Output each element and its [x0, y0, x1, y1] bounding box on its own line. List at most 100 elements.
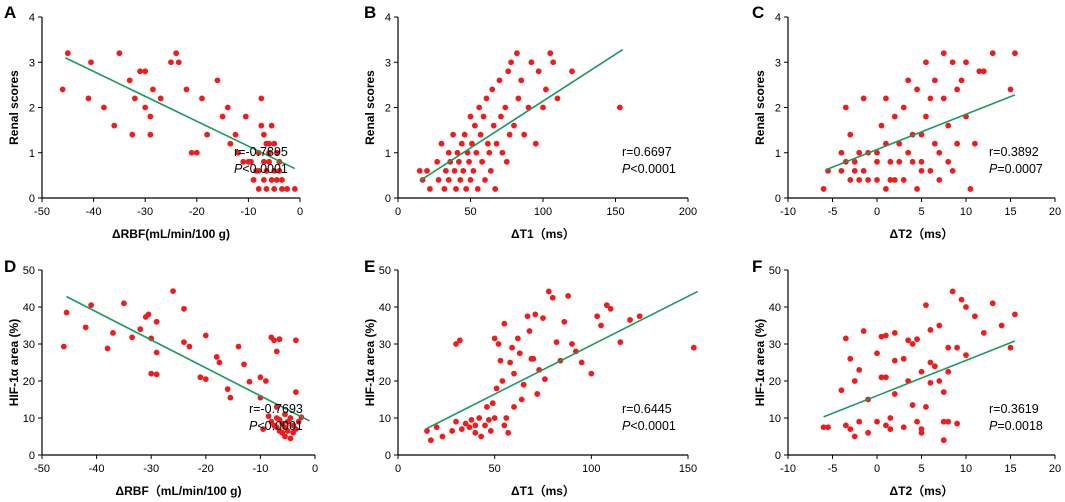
data-point [847, 355, 854, 362]
data-point [860, 167, 867, 174]
y-axis-title: HIF-1α area (%) [753, 319, 767, 406]
data-point [927, 379, 934, 386]
y-tick-label: 0 [385, 450, 391, 462]
data-point [914, 418, 920, 425]
y-tick-label: 1 [775, 148, 781, 160]
data-point [569, 341, 575, 347]
data-point [508, 59, 514, 66]
data-point [954, 140, 960, 147]
data-point [887, 426, 894, 432]
data-point [940, 50, 947, 57]
data-point [914, 186, 920, 192]
data-point [427, 437, 434, 444]
data-point [463, 186, 470, 192]
data-point [255, 186, 262, 192]
data-point [865, 177, 871, 183]
data-point [502, 104, 509, 111]
x-tick-label: -30 [143, 463, 159, 475]
data-point [550, 59, 557, 66]
r-value: r=0.6697 [622, 145, 672, 159]
data-point [441, 186, 448, 192]
p-value-number: <0.0001 [257, 419, 303, 433]
data-point [110, 330, 116, 336]
x-tick-label: 10 [960, 463, 972, 475]
p-label: P [989, 419, 998, 433]
data-point [878, 122, 885, 129]
data-point [193, 149, 200, 156]
data-point [588, 370, 595, 377]
x-tick-label: 20 [1049, 463, 1061, 475]
data-point [279, 177, 285, 183]
data-point [273, 149, 280, 156]
data-point [424, 428, 430, 434]
data-point [954, 344, 960, 351]
x-axis-title: ΔT1（ms） [511, 226, 575, 241]
x-tick-label: 50 [489, 463, 501, 475]
data-point [521, 131, 528, 138]
x-tick-label: 150 [679, 463, 697, 475]
data-point [59, 86, 66, 93]
data-point [507, 359, 514, 366]
p-value: P<0.0001 [234, 162, 288, 176]
x-tick-label: -5 [828, 206, 838, 218]
data-point [213, 354, 220, 360]
data-point [900, 355, 907, 362]
data-point [569, 68, 575, 75]
data-point [150, 86, 156, 93]
regression-line [823, 340, 1016, 418]
x-tick-label: -5 [828, 463, 838, 475]
x-tick-label: 0 [395, 206, 401, 218]
data-point [472, 429, 479, 436]
data-point [461, 131, 468, 138]
x-tick-label: 15 [1004, 206, 1016, 218]
data-point [526, 328, 533, 334]
p-value-number: <0.0001 [242, 162, 288, 176]
data-point [258, 122, 265, 129]
data-point [976, 68, 983, 75]
data-point [453, 186, 459, 192]
panel-letter: A [4, 3, 16, 22]
data-point [963, 304, 969, 310]
data-point [949, 167, 956, 174]
data-point [477, 131, 484, 138]
x-tick-label: 0 [874, 206, 880, 218]
data-point [147, 113, 154, 120]
data-point [88, 302, 95, 309]
data-point [887, 415, 894, 421]
data-point [540, 104, 546, 111]
panel-letter: C [752, 3, 764, 22]
data-point [503, 415, 510, 421]
x-axis-title: ΔT2（ms） [890, 483, 954, 498]
r-value: r=0.3619 [989, 402, 1039, 416]
data-point [878, 333, 885, 340]
data-point [147, 131, 154, 138]
x-tick-label: 0 [312, 463, 318, 475]
y-tick-label: 0 [775, 193, 781, 205]
data-point [183, 86, 190, 93]
y-tick-label: 2 [385, 103, 391, 115]
data-point [487, 428, 494, 434]
data-point [505, 68, 512, 75]
data-point [435, 177, 442, 183]
y-tick-label: 4 [29, 12, 35, 24]
data-point [476, 104, 483, 111]
x-tick-label: -10 [780, 463, 796, 475]
data-point [266, 149, 272, 156]
data-point [980, 68, 987, 75]
scatter-panel-a: A -50 -40 -30 -20 -10 0 0 1 2 3 4 ΔRBF(mL/min/100 g)… [4, 3, 303, 241]
data-point [82, 324, 89, 331]
p-label: P [622, 162, 631, 176]
data-point [255, 167, 262, 174]
data-point [216, 359, 223, 366]
data-point [473, 149, 480, 156]
y-tick-label: 1 [385, 148, 391, 160]
data-point [260, 158, 267, 165]
y-tick-label: 30 [23, 339, 35, 351]
data-point [598, 322, 604, 329]
data-point [271, 167, 278, 174]
data-point [896, 140, 903, 147]
data-point [594, 313, 601, 320]
data-point [265, 413, 272, 420]
data-point [482, 422, 488, 429]
r-value: r=0.6445 [622, 402, 672, 416]
